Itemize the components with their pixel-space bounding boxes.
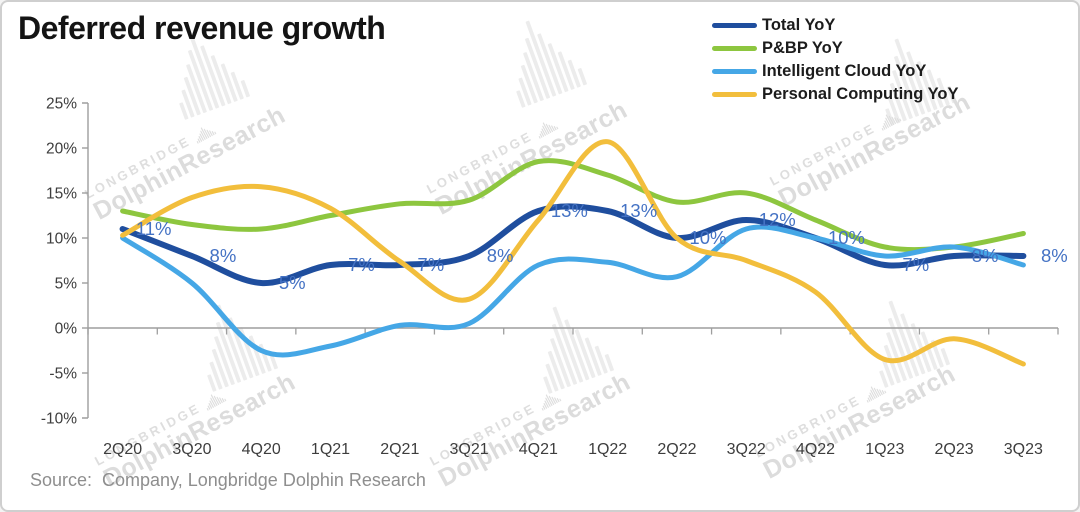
data-label: 12% [759, 209, 796, 230]
data-label: 13% [620, 200, 657, 221]
x-tick-label: 4Q22 [796, 441, 835, 458]
data-label: 10% [828, 227, 865, 248]
legend-item-intelligent-cloud: Intelligent Cloud YoY [712, 60, 959, 83]
x-tick-label: 3Q23 [1004, 441, 1043, 458]
y-tick-label: -5% [49, 366, 77, 383]
data-label: 13% [551, 200, 588, 221]
legend-label-personal-computing: Personal Computing YoY [762, 85, 959, 103]
data-label: 8% [1041, 245, 1068, 266]
legend-item-personal-computing: Personal Computing YoY [712, 83, 959, 106]
x-tick-label: 2Q23 [935, 441, 974, 458]
chart-title: Deferred revenue growth [18, 10, 386, 46]
x-tick-label: 4Q20 [242, 441, 281, 458]
legend-swatch-intelligent-cloud [712, 69, 757, 74]
legend-swatch-pbp [712, 46, 757, 51]
data-label: 7% [902, 254, 929, 275]
y-tick-label: 25% [46, 96, 77, 113]
series-line-p-bp-yoy [120, 158, 1026, 253]
data-label: 7% [417, 254, 444, 275]
y-tick-label: -10% [41, 411, 77, 428]
legend-label-total: Total YoY [762, 16, 836, 34]
series-line-personal-computing-yoy [120, 139, 1026, 367]
x-tick-label: 1Q23 [865, 441, 904, 458]
data-label: 11% [136, 218, 172, 239]
y-tick-label: 20% [46, 141, 77, 158]
legend-item-pbp: P&BP YoY [712, 37, 959, 60]
x-tick-label: 4Q21 [519, 441, 558, 458]
y-tick-label: 15% [46, 186, 77, 203]
x-tick-label: 2Q20 [103, 441, 142, 458]
legend-label-pbp: P&BP YoY [762, 39, 843, 57]
x-tick-label: 2Q21 [380, 441, 419, 458]
series-line-total-yoy [119, 203, 1027, 287]
data-label: 8% [210, 245, 237, 266]
data-label: 10% [689, 227, 726, 248]
data-label: 8% [972, 245, 999, 266]
data-label: 7% [348, 254, 375, 275]
legend-swatch-total [712, 23, 757, 28]
legend: Total YoY P&BP YoY Intelligent Cloud YoY… [712, 14, 959, 106]
x-tick-label: 2Q22 [657, 441, 696, 458]
x-tick-label: 3Q22 [727, 441, 766, 458]
legend-swatch-personal-computing [712, 92, 757, 97]
data-label: 8% [487, 245, 514, 266]
y-tick-label: 5% [55, 276, 78, 293]
x-tick-label: 3Q20 [172, 441, 211, 458]
y-tick-label: 10% [46, 231, 77, 248]
source-note: Source: Company, Longbridge Dolphin Rese… [30, 470, 426, 490]
y-tick-label: 0% [55, 321, 78, 338]
data-label: 5% [279, 272, 306, 293]
legend-item-total: Total YoY [712, 14, 959, 37]
x-tick-label: 3Q21 [450, 441, 489, 458]
x-tick-label: 1Q22 [588, 441, 627, 458]
x-tick-label: 1Q21 [311, 441, 350, 458]
legend-label-intelligent-cloud: Intelligent Cloud YoY [762, 62, 927, 80]
